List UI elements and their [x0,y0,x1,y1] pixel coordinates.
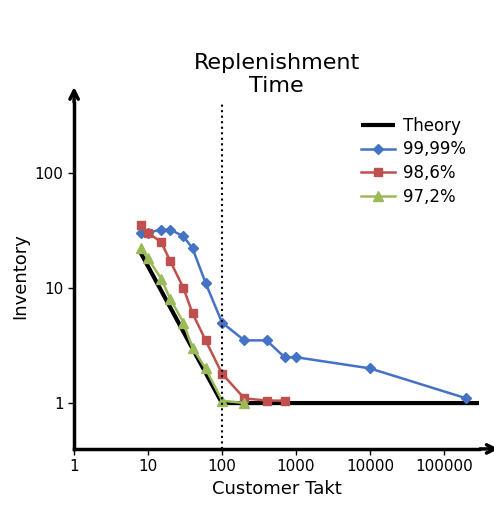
Theory [219,400,225,406]
Theory [138,250,144,256]
98,6% [138,222,144,228]
98,6% [219,370,225,377]
Line: 97,2%: 97,2% [136,244,249,408]
99,99% [203,280,208,286]
Line: 98,6%: 98,6% [137,221,288,405]
98,6% [158,239,164,245]
98,6% [203,337,208,344]
99,99% [167,227,173,233]
X-axis label: Customer Takt: Customer Takt [212,480,341,498]
98,6% [145,230,151,236]
97,2% [190,345,196,351]
99,99% [180,233,186,239]
99,99% [219,319,225,326]
98,6% [241,395,247,401]
98,6% [180,285,186,291]
99,99% [264,337,270,344]
97,2% [219,397,225,404]
97,2% [203,365,208,372]
98,6% [190,310,196,316]
Y-axis label: Inventory: Inventory [11,233,29,319]
97,2% [158,276,164,282]
97,2% [167,296,173,302]
99,99% [190,245,196,251]
99,99% [158,227,164,233]
99,99% [282,354,288,360]
98,6% [167,258,173,264]
98,6% [282,397,288,404]
99,99% [138,230,144,236]
Theory [476,400,482,406]
97,2% [145,255,151,262]
99,99% [367,365,373,372]
99,99% [145,230,151,236]
97,2% [241,400,247,406]
99,99% [463,395,469,401]
99,99% [293,354,299,360]
Line: 99,99%: 99,99% [137,226,470,402]
97,2% [138,245,144,251]
Line: Theory: Theory [141,253,479,403]
Legend: Theory, 99,99%, 98,6%, 97,2%: Theory, 99,99%, 98,6%, 97,2% [356,111,471,211]
99,99% [241,337,247,344]
Title: Replenishment
Time: Replenishment Time [194,53,360,96]
98,6% [264,397,270,404]
97,2% [180,319,186,326]
